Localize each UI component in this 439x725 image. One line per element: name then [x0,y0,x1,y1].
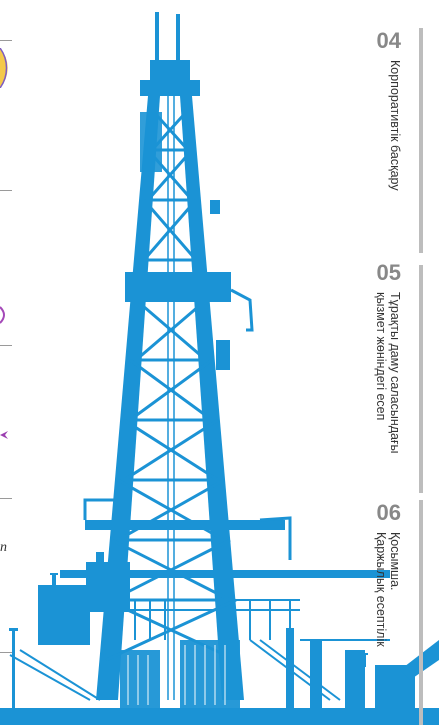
section-label-line: Қаржылық есептілік [374,532,388,647]
yellow-circle-fragment-icon [0,47,10,93]
section-number: 04 [376,28,401,53]
divider [0,652,12,653]
divider [0,190,12,191]
section-label: Корпоративтік басқару [388,60,402,191]
section-number: 06 [376,500,401,525]
section-label-line: Корпоративтік басқару [388,60,402,191]
section-label-line: Тұрақты даму саласындағы [388,292,402,454]
edge-text-fragment: n [0,540,7,555]
divider [0,345,12,346]
section-tab-bar [419,500,423,725]
divider [0,40,12,41]
left-page-edge [0,0,12,725]
purple-arc-fragment-icon [0,305,10,330]
section-label: Қосымша. Қаржылық есептілік [374,532,402,647]
section-tab-bar [419,265,423,493]
section-tab-bar [419,28,423,253]
section-number: 05 [376,260,401,285]
section-label: Тұрақты даму саласындағы қызмет жөніндег… [374,292,402,454]
section-label-line: қызмет жөніндегі есеп [374,292,388,421]
purple-spark-fragment-icon [0,428,10,447]
section-label-line: Қосымша. [388,532,402,591]
divider [0,498,12,499]
